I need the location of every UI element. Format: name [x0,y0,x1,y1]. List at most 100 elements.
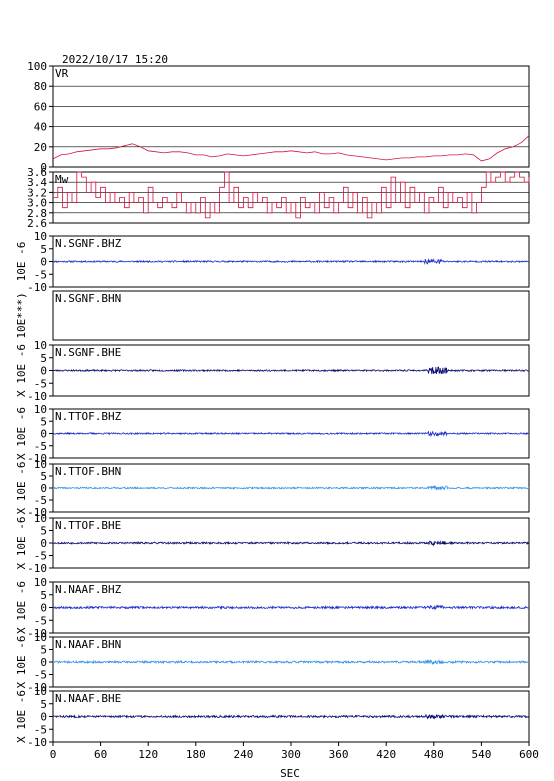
x-tick-label: 0 [50,748,57,761]
x-tick-label: 480 [424,748,444,761]
y-tick-label: 5 [40,698,47,711]
y-tick-label: 0 [40,482,47,495]
panel-y-axis-label: X 10E -6 [15,636,28,689]
y-tick-label: 0 [40,256,47,269]
y-tick-label: 100 [27,60,47,73]
y-tick-label: 0 [40,428,47,441]
y-tick-label: -10 [27,562,47,575]
series-line [52,540,530,547]
y-tick-label: 0 [40,656,47,669]
y-tick-label: -10 [27,390,47,403]
x-tick-label: 240 [233,748,253,761]
panel-y-axis-label: 10E -6 [15,242,28,282]
series-line [52,713,530,720]
y-tick-label: 5 [40,644,47,657]
x-axis-label: SEC [280,767,300,780]
y-tick-label: 10 [34,230,47,243]
series-line [52,366,530,375]
y-tick-label: 5 [40,352,47,365]
x-tick-label: 360 [329,748,349,761]
series-line [52,658,530,665]
panel-label: N.TTOF.BHE [55,519,121,532]
y-tick-label: 10 [34,576,47,589]
panel-label: N.NAAF.BHZ [55,583,122,596]
panel-frame [52,65,530,168]
series-line [52,258,530,265]
y-tick-label: -10 [27,736,47,749]
y-tick-label: 10 [34,458,47,471]
y-tick-label: 10 [34,512,47,525]
y-tick-label: 10 [34,403,47,416]
y-tick-label: 10 [34,631,47,644]
panel-vr: VR 0 20 40 60 80 100 [27,60,530,174]
y-tick-label: 2.8 [27,207,47,220]
y-tick-label: 3.4 [27,176,47,189]
y-tick-label: -5 [34,669,47,682]
panel-y-axis-label: X 10E -6 [15,517,28,570]
panels-group: VR020406080100Mw2.62.83.03.23.43.6N.SGNF… [15,60,530,749]
y-tick-label: 3.6 [27,166,47,179]
x-axis: 0 60 120 180 240 300 360 420 480 540 600 [50,742,539,761]
panel-label: N.SGNF.BHE [55,346,121,359]
x-tick-label: 60 [94,748,107,761]
y-tick-label: 5 [40,589,47,602]
y-tick-label: 5 [40,415,47,428]
y-tick-label: 2.6 [27,217,47,230]
x-tick-label: 120 [138,748,158,761]
y-tick-label: -5 [34,614,47,627]
panel-y-axis-label: X 10E -6 [15,407,28,460]
panel-label: N.TTOF.BHZ [55,410,122,423]
timestamp-label: 2022/10/17 15:20 [62,53,168,66]
y-tick-label: -10 [27,627,47,640]
y-tick-label: -5 [34,377,47,390]
x-tick-label: 300 [281,748,301,761]
y-tick-label: -5 [34,268,47,281]
series-line [52,604,530,610]
x-tick-label: 180 [186,748,206,761]
panel-frame [52,290,530,341]
panel-mw: Mw 2.62.83.03.23.43.6 [27,166,530,230]
panel-y-axis-label: X 10E -6 [15,581,28,634]
panel-n-sgnf-bhn: N.SGNF.BHN 10E***) [15,290,530,341]
y-tick-label: -10 [27,681,47,694]
y-tick-label: 5 [40,470,47,483]
y-tick-label: -5 [34,550,47,563]
panel-label: N.SGNF.BHN [55,292,121,305]
y-tick-label: -5 [34,440,47,453]
y-tick-label: 60 [34,100,47,113]
panel-y-axis-label: 10E***) [15,292,28,338]
series-line [52,430,530,437]
y-tick-label: 3.0 [27,197,47,210]
y-tick-label: -10 [27,452,47,465]
y-tick-label: -5 [34,494,47,507]
y-tick-label: 5 [40,243,47,256]
panel-label: N.NAAF.BHE [55,692,121,705]
y-tick-label: 10 [34,685,47,698]
y-tick-label: 0 [40,161,47,174]
panel-label: N.NAAF.BHN [55,638,121,651]
y-tick-label: 0 [40,365,47,378]
panel-label: Mw [55,173,69,186]
y-tick-label: -10 [27,281,47,294]
y-tick-label: 80 [34,80,47,93]
x-tick-label: 600 [519,748,539,761]
y-tick-label: 5 [40,525,47,538]
x-tick-label: 540 [471,748,491,761]
series-line [52,135,530,162]
y-tick-label: 40 [34,121,47,134]
y-tick-label: 0 [40,711,47,724]
y-tick-label: 20 [34,141,47,154]
series-line [52,485,530,491]
panel-label: N.SGNF.BHZ [55,237,122,250]
y-tick-label: 0 [40,537,47,550]
y-tick-label: 3.2 [27,186,47,199]
panel-y-axis-label: X 10E -6 [15,690,28,743]
